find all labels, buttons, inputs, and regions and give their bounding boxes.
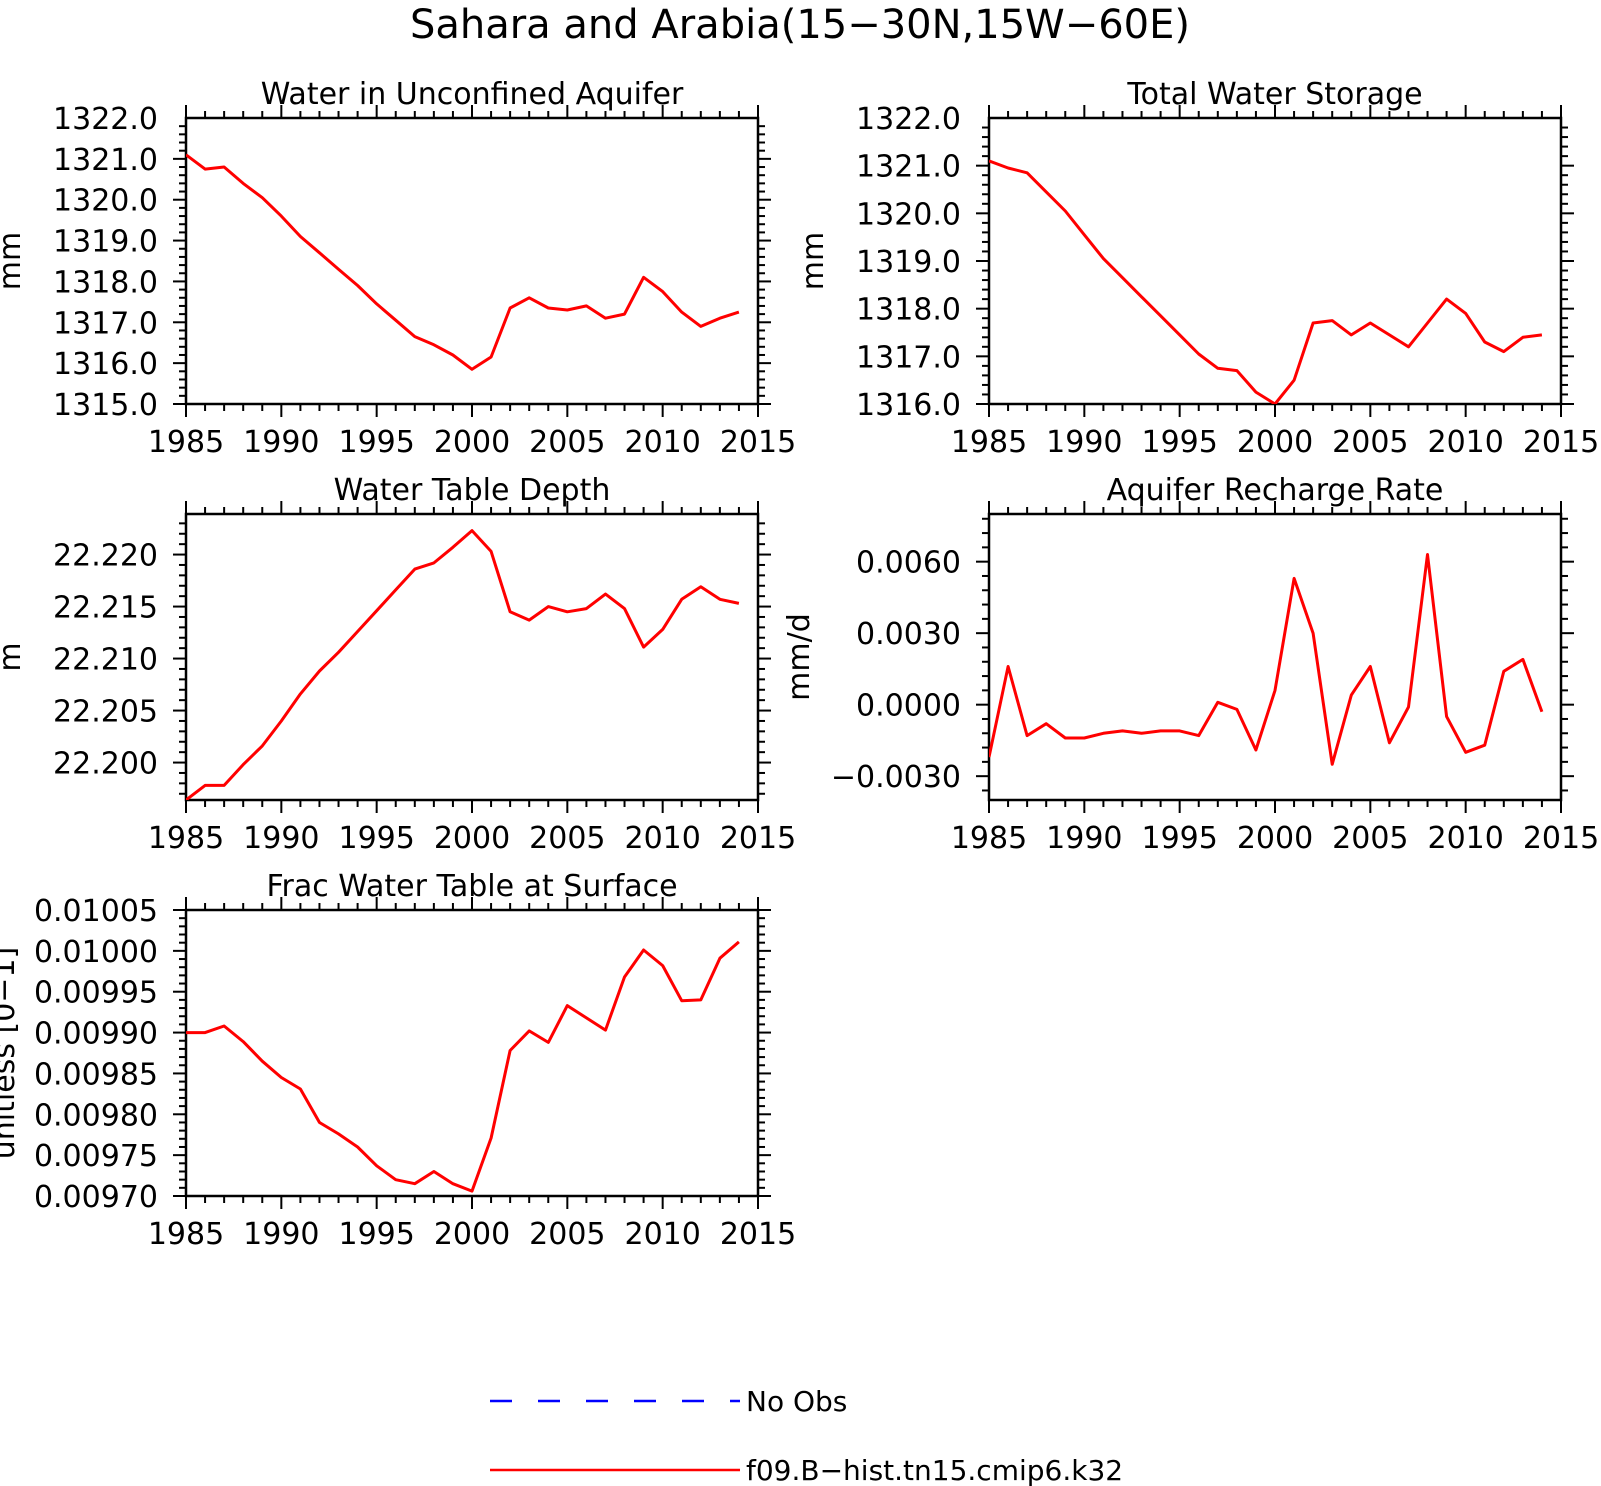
x-tick-label: 2015 (720, 425, 796, 460)
y-tick-label: −0.0030 (831, 760, 961, 795)
x-tick-label: 2010 (624, 1217, 700, 1252)
legend-label: f09.B−hist.tn15.cmip6.k32 (746, 1454, 1123, 1486)
x-tick-label: 2005 (529, 821, 605, 856)
x-tick-label: 2005 (1332, 425, 1408, 460)
y-tick-label: 1316.0 (856, 388, 961, 423)
y-tick-label: 0.01005 (34, 894, 158, 929)
plot-frame (184, 116, 760, 406)
x-tick-label: 1995 (1141, 425, 1217, 460)
y-tick-label: 0.00995 (34, 976, 158, 1011)
y-tick-label: 1321.0 (53, 143, 158, 178)
x-tick-label: 2015 (720, 1217, 796, 1252)
y-tick-label: 0.00970 (34, 1180, 158, 1215)
y-tick-label: 0.00980 (34, 1098, 158, 1133)
y-tick-label: 1317.0 (53, 306, 158, 341)
legend: No Obs f09.B−hist.tn15.cmip6.k32 (490, 1385, 1123, 1486)
x-tick-label: 1985 (951, 425, 1027, 460)
y-tick-label: 1319.0 (53, 225, 158, 260)
y-tick-label: 1322.0 (856, 102, 961, 137)
y-tick-label: 1321.0 (856, 150, 961, 185)
series-line-model (186, 153, 740, 371)
y-tick-label: 0.00985 (34, 1057, 158, 1092)
x-tick-label: 1990 (1046, 821, 1122, 856)
y-tick-label: 0.0060 (856, 546, 961, 581)
plot-frame (987, 116, 1563, 406)
y-tick-label: 1320.0 (856, 197, 961, 232)
x-tick-label: 1995 (338, 1217, 414, 1252)
x-tick-label: 2000 (434, 1217, 510, 1252)
legend-label: No Obs (746, 1385, 847, 1418)
y-axis-label: mm/d (782, 613, 817, 701)
y-tick-label: 0.0030 (856, 617, 961, 652)
x-tick-label: 1985 (148, 821, 224, 856)
y-tick-label: 1320.0 (53, 184, 158, 219)
x-tick-label: 2000 (434, 821, 510, 856)
x-tick-label: 2010 (624, 821, 700, 856)
x-tick-label: 2000 (1237, 821, 1313, 856)
y-tick-label: 1318.0 (856, 293, 961, 328)
series-line-model (989, 553, 1544, 766)
x-tick-label: 1985 (951, 821, 1027, 856)
series-line-model (186, 940, 740, 1193)
x-tick-label: 2015 (1523, 821, 1599, 856)
x-tick-label: 2000 (1237, 425, 1313, 460)
x-tick-label: 1990 (243, 425, 319, 460)
y-tick-label: 0.00975 (34, 1139, 158, 1174)
x-tick-label: 1995 (338, 821, 414, 856)
x-tick-label: 1990 (1046, 425, 1122, 460)
x-tick-label: 1985 (148, 425, 224, 460)
y-axis-label: m (0, 642, 28, 671)
y-tick-label: 22.205 (53, 695, 158, 730)
y-axis-label: mm (0, 232, 28, 290)
x-tick-label: 2000 (434, 425, 510, 460)
y-tick-label: 0.00990 (34, 1017, 158, 1052)
x-tick-label: 1990 (243, 1217, 319, 1252)
y-tick-label: 22.215 (53, 591, 158, 626)
y-tick-label: 1318.0 (53, 265, 158, 300)
x-tick-label: 2010 (624, 425, 700, 460)
y-tick-label: 1315.0 (53, 388, 158, 423)
y-tick-label: 0.01000 (34, 935, 158, 970)
plot-frame (184, 512, 760, 802)
y-tick-label: 22.210 (53, 643, 158, 678)
y-tick-label: 1322.0 (53, 102, 158, 137)
x-tick-label: 2015 (1523, 425, 1599, 460)
y-tick-label: 22.200 (53, 747, 158, 782)
figure-title: Sahara and Arabia(15−30N,15W−60E) (410, 2, 1190, 48)
x-tick-label: 1985 (148, 1217, 224, 1252)
x-tick-label: 2005 (529, 1217, 605, 1252)
series-line-model (186, 529, 740, 800)
x-tick-label: 2010 (1427, 821, 1503, 856)
y-tick-label: 0.0000 (856, 689, 961, 724)
x-tick-label: 1990 (243, 821, 319, 856)
x-tick-label: 2010 (1427, 425, 1503, 460)
series-line-model (989, 159, 1543, 404)
y-tick-label: 1319.0 (856, 245, 961, 280)
plot-frame (987, 512, 1563, 802)
y-axis-label: mm (796, 232, 831, 290)
y-axis-label: unitless [0−1] (0, 947, 22, 1159)
y-tick-label: 1316.0 (53, 347, 158, 382)
plot-frame (184, 908, 760, 1198)
x-tick-label: 2005 (1332, 821, 1408, 856)
x-tick-label: 1995 (1141, 821, 1217, 856)
y-tick-label: 22.220 (53, 539, 158, 574)
y-tick-label: 1317.0 (856, 340, 961, 375)
x-tick-label: 2005 (529, 425, 605, 460)
x-tick-label: 1995 (338, 425, 414, 460)
x-tick-label: 2015 (720, 821, 796, 856)
